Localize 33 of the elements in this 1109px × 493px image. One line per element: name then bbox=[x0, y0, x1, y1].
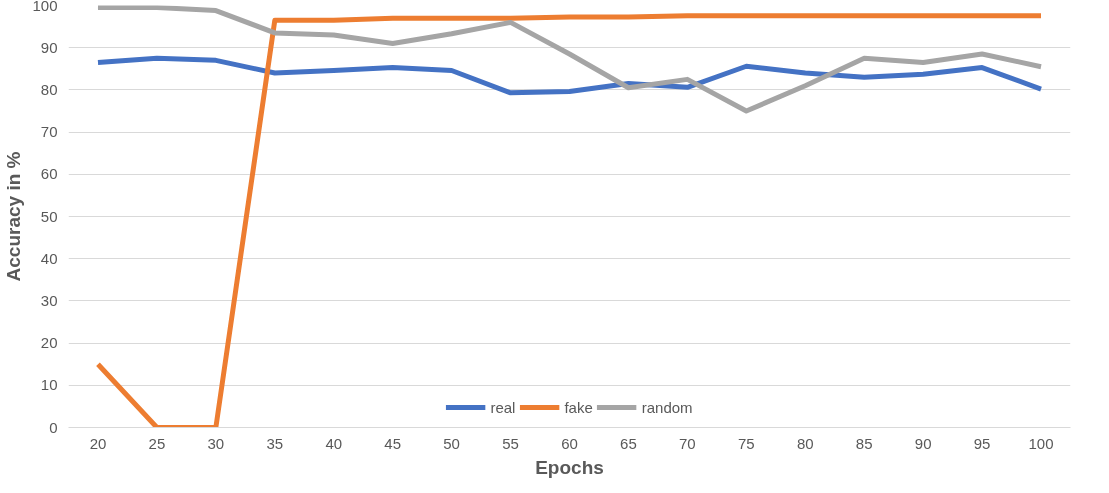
x-tick-label: 45 bbox=[384, 434, 402, 452]
x-tick-label: 85 bbox=[855, 434, 873, 452]
x-axis-title: Epochs bbox=[535, 456, 604, 478]
y-tick-label: 20 bbox=[40, 334, 58, 352]
y-axis-title: Accuracy in % bbox=[3, 151, 25, 282]
y-tick-label: 80 bbox=[40, 80, 58, 98]
x-tick-label: 20 bbox=[89, 434, 107, 452]
legend-label: random bbox=[641, 398, 693, 416]
y-tick-label: 30 bbox=[40, 291, 58, 309]
y-tick-label: 0 bbox=[49, 418, 58, 436]
x-tick-label: 100 bbox=[1028, 434, 1054, 452]
y-tick-label: 90 bbox=[40, 38, 58, 56]
y-tick-label: 50 bbox=[40, 207, 58, 225]
x-tick-label: 60 bbox=[561, 434, 578, 452]
x-tick-label: 25 bbox=[148, 434, 166, 452]
y-tick-label: 70 bbox=[40, 123, 58, 141]
x-tick-label: 55 bbox=[502, 434, 519, 452]
x-tick-label: 35 bbox=[266, 434, 284, 452]
y-tick-label: 40 bbox=[40, 249, 58, 267]
x-tick-label: 50 bbox=[443, 434, 460, 452]
x-tick-label: 70 bbox=[679, 434, 696, 452]
x-tick-label: 95 bbox=[973, 434, 991, 452]
x-tick-label: 65 bbox=[620, 434, 637, 452]
x-tick-label: 90 bbox=[914, 434, 932, 452]
y-tick-label: 10 bbox=[40, 376, 58, 394]
legend-label: real bbox=[490, 398, 516, 416]
x-tick-label: 80 bbox=[796, 434, 814, 452]
x-tick-label: 30 bbox=[207, 434, 225, 452]
y-tick-label: 60 bbox=[40, 165, 58, 183]
x-tick-label: 40 bbox=[325, 434, 343, 452]
x-tick-label: 75 bbox=[737, 434, 755, 452]
legend-label: fake bbox=[564, 398, 593, 416]
y-tick-label: 100 bbox=[32, 0, 58, 14]
